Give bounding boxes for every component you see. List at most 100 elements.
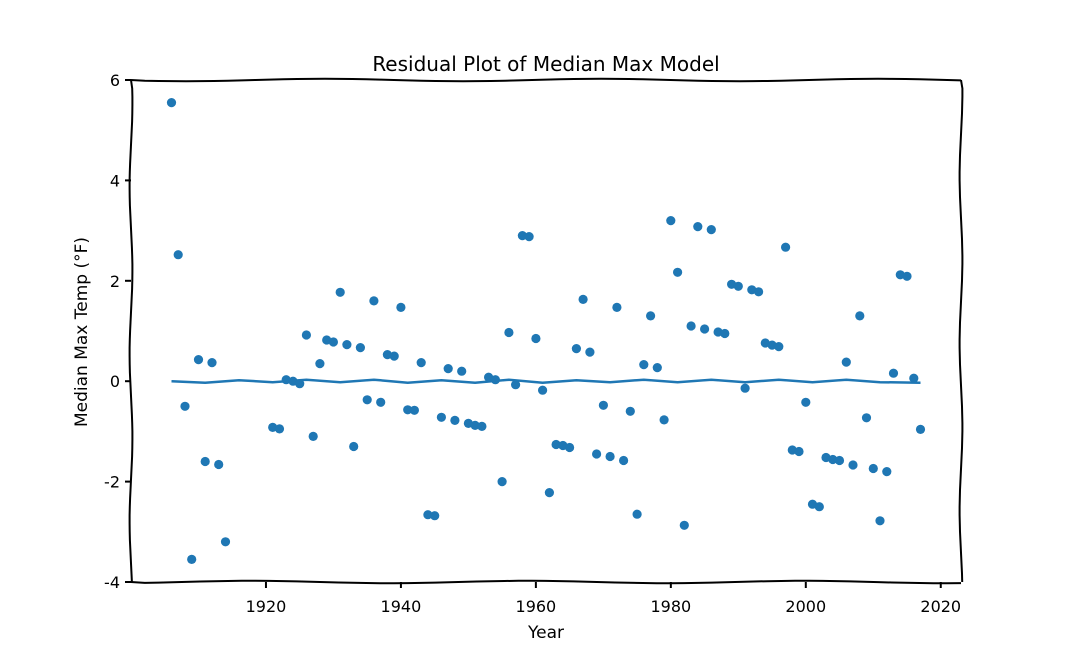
frame-right	[958, 79, 964, 583]
x-tick-label: 1960	[516, 597, 557, 616]
residual-point	[693, 222, 703, 232]
residual-point	[848, 460, 858, 470]
residual-point	[328, 337, 338, 347]
residual-point	[362, 395, 372, 405]
residual-point	[538, 385, 548, 395]
residual-point	[632, 509, 642, 519]
residual-point	[781, 242, 791, 252]
residual-point	[544, 488, 555, 498]
x-axis: 1920 1940 1960 1980 2000 2020	[246, 582, 961, 616]
residual-point	[619, 455, 629, 466]
residual-point	[571, 344, 582, 354]
residual-point	[403, 405, 413, 415]
residual-point	[457, 366, 467, 376]
residual-point	[193, 355, 204, 365]
residual-point	[754, 287, 764, 297]
residual-point	[659, 415, 669, 425]
y-tick-label: 4	[110, 171, 120, 190]
residual-point	[173, 250, 183, 260]
residual-point	[814, 502, 824, 512]
residual-point	[598, 400, 609, 410]
y-axis-label: Median Max Temp (°F)	[72, 237, 92, 427]
residual-point	[443, 364, 453, 374]
residual-point	[200, 456, 210, 467]
residual-point	[416, 358, 426, 368]
residual-point	[470, 420, 480, 430]
residual-point	[646, 311, 656, 321]
residual-point	[592, 449, 602, 459]
residual-point	[679, 520, 689, 530]
residual-point	[801, 397, 811, 407]
residual-point	[409, 405, 419, 415]
residual-point	[389, 351, 399, 361]
chart-title: Residual Plot of Median Max Model	[372, 52, 719, 76]
x-tick-label: 1920	[246, 597, 287, 616]
residual-point	[720, 328, 730, 339]
residual-points	[166, 98, 926, 565]
residual-point	[868, 463, 878, 474]
residual-point	[551, 439, 561, 450]
residual-point	[902, 271, 912, 281]
residual-point	[220, 537, 231, 547]
residual-point	[301, 330, 311, 340]
y-axis: -4 -2 0 2 4 6	[104, 71, 131, 592]
residual-point	[180, 401, 190, 411]
x-axis-label: Year	[527, 623, 564, 643]
residual-point	[861, 413, 872, 423]
residual-point	[524, 232, 534, 242]
residual-point	[740, 383, 750, 393]
residual-point	[355, 343, 365, 353]
residual-point	[652, 363, 662, 373]
x-tick-label: 1980	[650, 597, 691, 616]
y-tick-label: -4	[104, 573, 120, 592]
residual-point	[335, 287, 345, 297]
residual-point	[430, 511, 440, 521]
residual-point	[396, 302, 406, 312]
residual-point	[706, 225, 716, 235]
y-tick-label: -2	[104, 473, 120, 492]
residual-point	[794, 446, 804, 457]
residual-point	[349, 441, 359, 452]
residual-point	[490, 375, 500, 385]
residual-point	[585, 347, 595, 357]
residual-point	[187, 554, 197, 565]
residual-point	[477, 421, 487, 431]
x-tick-label: 2000	[785, 597, 826, 616]
residual-point	[376, 397, 386, 407]
residual-point	[686, 321, 696, 331]
residual-point	[342, 340, 352, 350]
residual-point	[565, 442, 575, 453]
residual-point	[423, 510, 433, 520]
residual-point	[834, 455, 845, 466]
x-tick-label: 1940	[381, 597, 422, 616]
residual-point	[274, 424, 285, 434]
residual-point	[774, 342, 784, 352]
residual-point	[605, 451, 615, 462]
residual-point	[841, 357, 851, 367]
residual-point	[450, 415, 460, 425]
residual-point	[315, 359, 325, 369]
residual-point	[888, 368, 899, 378]
residual-point	[436, 412, 446, 422]
residual-point	[578, 294, 588, 304]
residual-point	[666, 216, 676, 226]
residual-point	[497, 477, 507, 487]
residual-point	[673, 267, 683, 277]
residual-point	[625, 406, 635, 416]
residual-point	[733, 281, 743, 291]
y-tick-label: 0	[110, 372, 120, 391]
residual-point	[855, 311, 865, 321]
residual-point	[882, 467, 892, 477]
frame-top	[130, 77, 962, 83]
y-tick-label: 2	[110, 272, 120, 291]
residual-point	[909, 373, 919, 383]
residual-point	[504, 327, 514, 338]
residual-point	[531, 333, 541, 344]
residual-point	[308, 431, 318, 441]
residual-point	[612, 302, 622, 312]
residual-point	[510, 380, 521, 390]
residual-point	[915, 424, 926, 434]
residual-point	[166, 98, 177, 108]
residual-point	[295, 379, 305, 389]
